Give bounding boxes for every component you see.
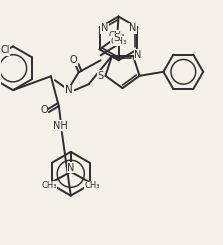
Text: NH: NH — [54, 121, 68, 131]
Text: CH₃: CH₃ — [110, 37, 127, 46]
Text: S: S — [97, 71, 103, 81]
Text: N: N — [65, 85, 73, 95]
Text: CH₃: CH₃ — [41, 181, 57, 190]
Text: N: N — [67, 163, 74, 173]
Text: O: O — [40, 105, 48, 115]
Text: S: S — [113, 33, 120, 43]
Text: O: O — [70, 55, 78, 65]
Text: N: N — [101, 24, 108, 34]
Text: N: N — [134, 50, 142, 60]
Text: CH₃: CH₃ — [108, 31, 125, 40]
Text: N: N — [129, 24, 136, 34]
Text: Cl: Cl — [0, 45, 10, 55]
Text: CH₃: CH₃ — [85, 181, 100, 190]
